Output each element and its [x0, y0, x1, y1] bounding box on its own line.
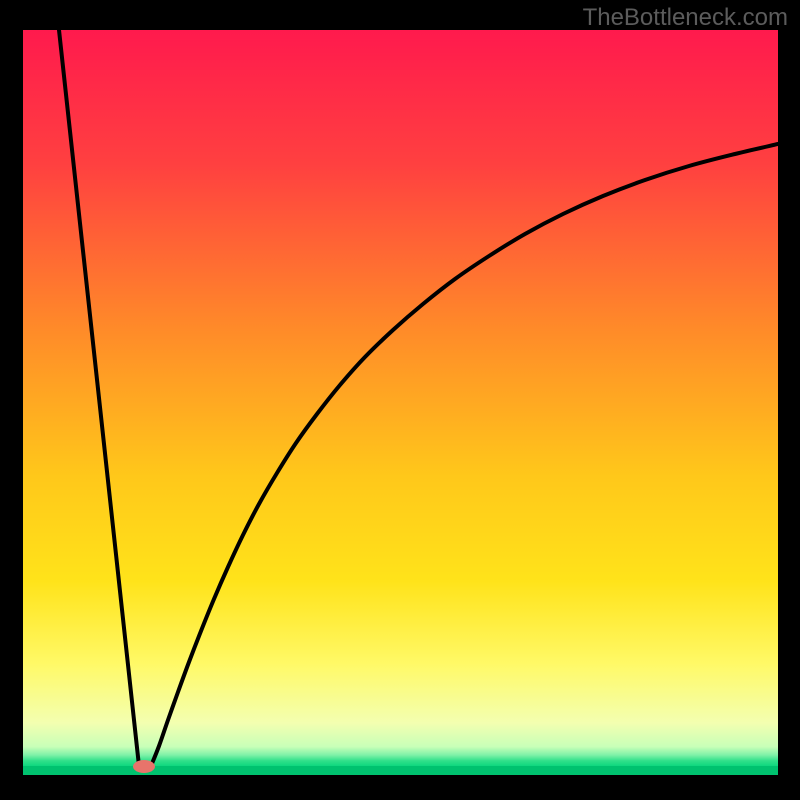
watermark-text: TheBottleneck.com	[583, 4, 788, 32]
plot-area	[23, 30, 778, 775]
chart-canvas: TheBottleneck.com	[0, 0, 800, 800]
curve-left-branch	[59, 30, 139, 766]
minimum-marker	[133, 760, 155, 773]
curve-layer	[23, 30, 778, 775]
curve-right-branch	[151, 144, 778, 766]
